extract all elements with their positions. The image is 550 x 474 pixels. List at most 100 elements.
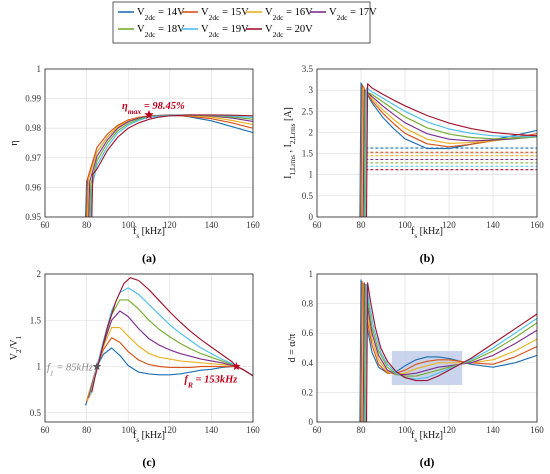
- y-tick-label: 0.4: [302, 358, 314, 368]
- annotation-eta-max: ηmax = 98.45%: [122, 101, 185, 116]
- series-group: [359, 279, 537, 422]
- freq-marker-label: fR = 153kHz: [184, 375, 238, 390]
- y-tick-label: 1.5: [302, 149, 314, 159]
- y-tick-label: 2: [309, 127, 314, 137]
- x-tick-label: 160: [246, 425, 260, 435]
- panel-b: 60 80 100 120 140 160 0 0.5 1 1.5 2 2.5 3 3.5 fs [kHz]…: [283, 64, 544, 265]
- x-tick-label: 160: [246, 220, 260, 230]
- series-line: [359, 279, 537, 422]
- freq-star-marker: [232, 362, 241, 371]
- y-tick-label: 1: [309, 269, 314, 279]
- y-tick-label: 1: [37, 64, 42, 74]
- panel-caption: (b): [420, 251, 435, 265]
- legend: V2dc = 14V V2dc = 15V V2dc = 16V V2dc = 17V…: [112, 1, 377, 44]
- x-axis-label: fs [kHz]: [133, 430, 165, 444]
- y-tick-label: 0.8: [302, 299, 314, 309]
- series-line: [361, 87, 537, 217]
- x-tick-label: 120: [442, 220, 456, 230]
- series-line: [365, 282, 537, 422]
- x-tick-label: 120: [163, 425, 177, 435]
- x-tick-label: 100: [121, 425, 135, 435]
- legend-entry: V2dc = 19V: [201, 24, 249, 39]
- legend-entry: V2dc = 16V: [265, 7, 313, 22]
- x-tick-label: 100: [398, 425, 412, 435]
- y-axis-label: η: [9, 140, 20, 145]
- y-tick-label: 1.5: [30, 315, 42, 325]
- legend-entry: V2dc = 17V: [329, 7, 377, 22]
- legend-entry: V2dc = 14V: [137, 7, 185, 22]
- series-line: [91, 277, 253, 393]
- series-line: [90, 287, 253, 395]
- x-tick-label: 80: [357, 220, 367, 230]
- x-axis-label: fs [kHz]: [411, 226, 443, 240]
- series-group: [85, 114, 253, 217]
- legend-entry: V2dc = 20V: [265, 24, 313, 39]
- y-tick-label: 0.99: [25, 94, 41, 104]
- series-line: [364, 283, 537, 422]
- series-group: [359, 82, 537, 217]
- series-line: [365, 83, 537, 217]
- series-line: [86, 337, 253, 402]
- y-tick-label: 2: [37, 269, 42, 279]
- x-tick-label: 100: [121, 220, 135, 230]
- plot-area: [45, 274, 253, 422]
- x-tick-label: 60: [313, 425, 323, 435]
- plot-area: [317, 274, 537, 422]
- y-tick-label: 0.98: [25, 123, 41, 133]
- x-axis-label: fs [kHz]: [133, 226, 165, 240]
- series-line: [363, 283, 537, 422]
- y-axis-label: I1,Lrms , I2,Lrms [A]: [283, 107, 297, 179]
- panel-caption: (a): [142, 251, 156, 265]
- y-tick-label: 0.95: [25, 212, 41, 222]
- x-tick-label: 60: [41, 220, 51, 230]
- y-tick-label: 0: [309, 417, 314, 427]
- y-tick-label: 1: [309, 170, 314, 180]
- series-line: [91, 114, 253, 217]
- y-tick-label: 1: [37, 362, 42, 372]
- panel-caption: (c): [142, 455, 155, 469]
- series-line: [361, 282, 537, 422]
- plot-area: [317, 69, 537, 217]
- x-tick-label: 160: [530, 220, 544, 230]
- x-tick-label: 120: [442, 425, 456, 435]
- freq-marker-label: f1 = 85kHz: [47, 363, 93, 378]
- panel-c: 60 80 100 120 140 160 0.5 1 1.5 2 f1 = 85kHz fR = 1…: [9, 269, 260, 469]
- x-tick-label: 80: [82, 220, 92, 230]
- freq-star-marker: [92, 362, 102, 371]
- x-tick-label: 140: [205, 220, 219, 230]
- series-line: [362, 282, 537, 422]
- y-tick-label: 0.5: [30, 408, 42, 418]
- x-tick-label: 100: [398, 220, 412, 230]
- legend-box: [112, 1, 371, 44]
- axes-frame: [316, 68, 538, 218]
- max-star-marker: [144, 109, 154, 119]
- x-axis-label: fs [kHz]: [411, 430, 443, 444]
- axes-frame: [316, 273, 538, 423]
- x-tick-label: 140: [486, 425, 500, 435]
- x-tick-label: 140: [486, 220, 500, 230]
- x-tick-label: 60: [41, 425, 51, 435]
- series-line: [363, 90, 537, 217]
- y-axis-label: d = α/π: [287, 334, 298, 363]
- series-line: [87, 114, 253, 217]
- panel-caption: (d): [420, 455, 435, 469]
- y-tick-label: 0.2: [302, 387, 313, 397]
- x-tick-label: 80: [357, 425, 367, 435]
- series-line: [88, 114, 253, 217]
- y-tick-label: 0.5: [302, 191, 314, 201]
- y-tick-label: 0.96: [25, 182, 41, 192]
- y-tick-label: 3: [309, 85, 314, 95]
- series-group: [85, 277, 253, 406]
- x-tick-label: 160: [530, 425, 544, 435]
- axes-frame: [44, 68, 254, 218]
- series-line: [362, 89, 537, 217]
- y-tick-label: 2.5: [302, 106, 314, 116]
- y-tick-label: 0: [309, 212, 314, 222]
- y-axis-label: V2/V1: [9, 335, 23, 360]
- panel-a: 60 80 100 120 140 160 0.95 0.96 0.97 0.98 0.99 1 ηma…: [9, 64, 260, 265]
- series-line: [360, 280, 537, 422]
- y-tick-label: 0.6: [302, 328, 314, 338]
- x-tick-label: 60: [313, 220, 323, 230]
- panel-d: 60 80 100 120 140 160 0 0.2 0.4 0.6 0.8 1 fs [kHz] d …: [287, 269, 544, 469]
